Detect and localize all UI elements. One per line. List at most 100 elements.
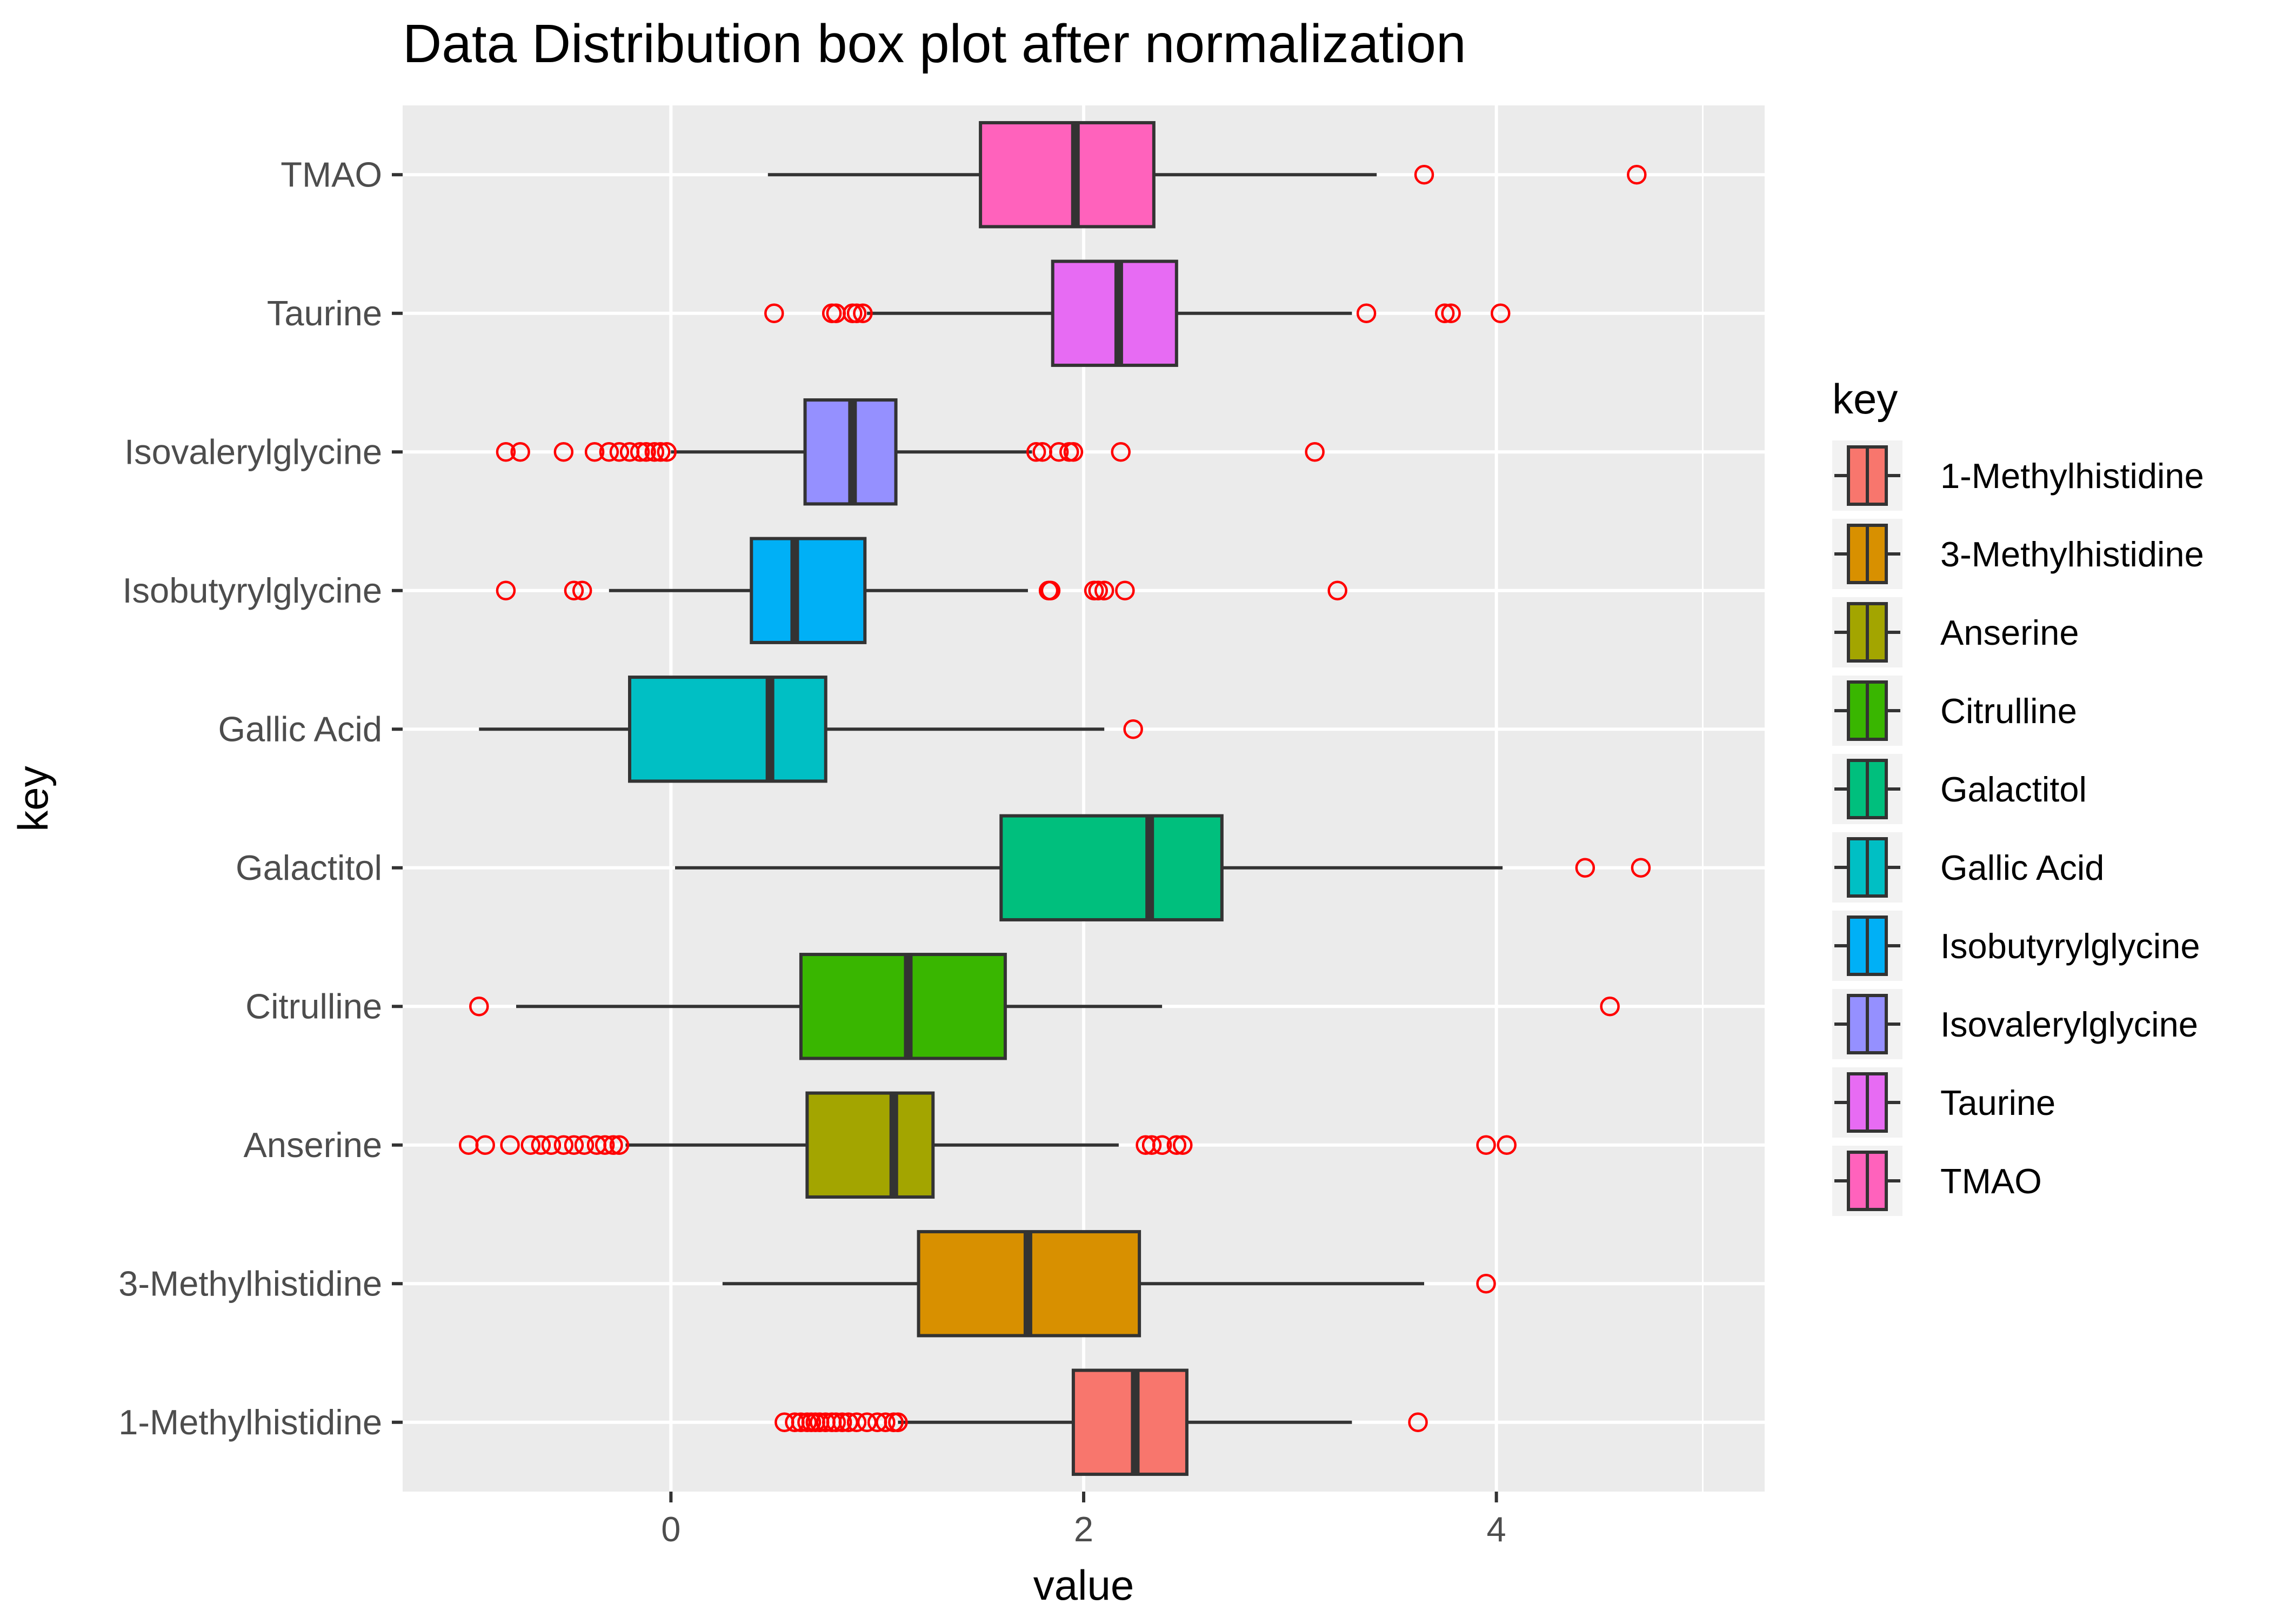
outlier-point: [553, 442, 574, 462]
outlier-point: [1476, 1135, 1496, 1155]
box-Galactitol: [675, 814, 1651, 921]
outlier-point: [1088, 580, 1108, 600]
box-Taurine: [764, 259, 1511, 367]
outlier-point: [531, 1135, 551, 1155]
box-iqr: [979, 121, 1156, 229]
outlier-point: [469, 997, 489, 1017]
outlier-point: [1600, 997, 1620, 1017]
outlier-point: [541, 1135, 562, 1155]
outlier-point: [657, 442, 677, 462]
x-tick-label: 0: [661, 1509, 680, 1549]
box-3-Methylhistidine: [722, 1230, 1496, 1338]
outlier-point: [603, 1135, 623, 1155]
legend-label: Citrulline: [1940, 691, 2077, 731]
outlier-point: [584, 442, 605, 462]
outlier-point: [1111, 442, 1131, 462]
outlier-point: [1173, 1135, 1193, 1155]
axes: 1-Methylhistidine 3-Methylhistidine Anseri…: [118, 155, 1506, 1549]
box-Citrulline: [469, 953, 1620, 1060]
y-tick-label: Anserine: [243, 1125, 382, 1165]
y-tick-label: Galactitol: [236, 848, 382, 887]
outlier-point: [630, 442, 650, 462]
outlier-point: [496, 442, 516, 462]
legend-label: 1-Methylhistidine: [1940, 456, 2204, 496]
box-Anserine: [458, 1091, 1517, 1199]
box-Gallic Acid: [479, 676, 1143, 783]
outlier-point: [764, 303, 784, 323]
legend-title: key: [1832, 375, 1898, 423]
box-iqr: [1071, 1368, 1189, 1476]
box-iqr: [799, 953, 1007, 1060]
legend-item-TMAO: TMAO: [1832, 1146, 2042, 1216]
outlier-point: [1627, 165, 1647, 185]
box-iqr: [999, 814, 1224, 921]
outlier-point: [1356, 303, 1377, 323]
y-tick-label: Citrulline: [245, 986, 382, 1026]
outlier-point: [846, 1412, 867, 1432]
box-layer: [458, 121, 1651, 1476]
legend-label: 3-Methylhistidine: [1940, 534, 2204, 574]
legend-item-3-Methylhistidine: 3-Methylhistidine: [1832, 519, 2204, 589]
outlier-point: [1141, 1135, 1162, 1155]
box-TMAO: [767, 121, 1647, 229]
outlier-point: [572, 580, 592, 600]
outlier-point: [876, 1412, 896, 1432]
outlier-point: [826, 1412, 846, 1432]
box-Isobutyrylglycine: [496, 537, 1347, 644]
y-tick-label: Gallic Acid: [218, 709, 382, 748]
outlier-point: [599, 442, 619, 462]
legend-item-Isovalerylglycine: Isovalerylglycine: [1832, 989, 2198, 1059]
box-iqr: [805, 1091, 935, 1199]
legend: key 1-Methylhistidine 3-Methylhistidine An…: [1832, 375, 2204, 1216]
legend-label: Isobutyrylglycine: [1940, 926, 2200, 966]
outlier-point: [496, 580, 516, 600]
outlier-point: [1115, 580, 1135, 600]
outlier-point: [651, 442, 671, 462]
outlier-point: [1497, 1135, 1517, 1155]
outlier-point: [1063, 442, 1084, 462]
outlier-point: [609, 442, 630, 462]
y-tick-label: Isobutyrylglycine: [123, 571, 383, 610]
legend-item-Galactitol: Galactitol: [1832, 754, 2087, 824]
box-iqr: [750, 537, 867, 644]
outlier-point: [888, 1412, 908, 1432]
legend-items: 1-Methylhistidine 3-Methylhistidine Anseri…: [1832, 440, 2204, 1216]
outlier-point: [564, 580, 584, 600]
outlier-point: [857, 1412, 877, 1432]
outlier-point: [1166, 1135, 1187, 1155]
outlier-point: [1575, 858, 1595, 878]
box-iqr: [628, 676, 827, 783]
outlier-point: [636, 442, 656, 462]
outlier-point: [846, 303, 867, 323]
box-Isovalerylglycine: [496, 398, 1325, 506]
outlier-point: [1026, 442, 1046, 462]
legend-label: Galactitol: [1940, 770, 2087, 809]
y-tick-label: Taurine: [267, 293, 382, 333]
outlier-point: [595, 1135, 615, 1155]
outlier-point: [1049, 442, 1069, 462]
outlier-point: [1040, 580, 1061, 600]
legend-label: Anserine: [1940, 613, 2079, 652]
outlier-point: [1414, 165, 1434, 185]
legend-label: Taurine: [1940, 1083, 2055, 1122]
outlier-point: [564, 1135, 584, 1155]
outlier-point: [1631, 858, 1651, 878]
y-axis-title: key: [9, 766, 57, 831]
outlier-point: [1408, 1412, 1428, 1432]
outlier-point: [644, 442, 665, 462]
outlier-point: [500, 1135, 520, 1155]
chart-title: Data Distribution box plot after normali…: [403, 14, 1466, 74]
y-tick-label: 3-Methylhistidine: [118, 1264, 382, 1303]
outlier-point: [838, 1412, 858, 1432]
outlier-point: [1441, 303, 1461, 323]
legend-item-Gallic Acid: Gallic Acid: [1832, 832, 2104, 903]
outlier-point: [1305, 442, 1325, 462]
outlier-point: [791, 1412, 811, 1432]
legend-item-Anserine: Anserine: [1832, 597, 2079, 667]
legend-item-1-Methylhistidine: 1-Methylhistidine: [1832, 440, 2204, 511]
legend-item-Citrulline: Citrulline: [1832, 676, 2077, 746]
outlier-point: [1327, 580, 1347, 600]
outlier-point: [510, 442, 530, 462]
